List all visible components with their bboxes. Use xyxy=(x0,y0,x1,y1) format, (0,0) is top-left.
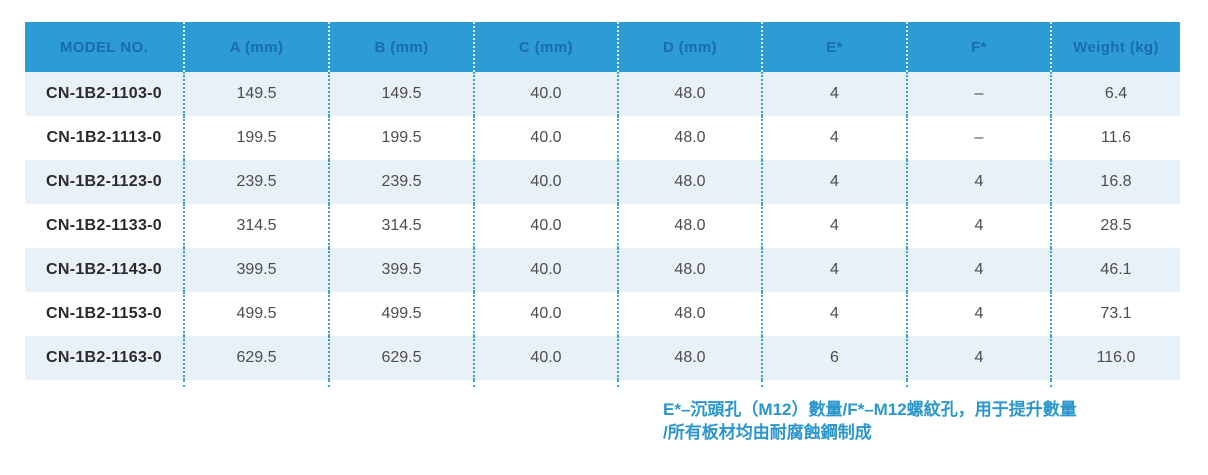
c-cell: 40.0 xyxy=(473,116,618,160)
table-body: CN-1B2-1103-0 149.5 149.5 40.0 48.0 4 – … xyxy=(25,72,1180,380)
d-cell: 48.0 xyxy=(617,116,762,160)
c-cell: 40.0 xyxy=(473,248,618,292)
d-cell: 48.0 xyxy=(617,204,762,248)
column-header-d: D (mm) xyxy=(617,22,762,72)
table-row: CN-1B2-1133-0 314.5 314.5 40.0 48.0 4 4 … xyxy=(25,204,1180,248)
c-cell: 40.0 xyxy=(473,204,618,248)
column-header-e: E* xyxy=(761,22,907,72)
f-cell: – xyxy=(906,72,1051,116)
b-cell: 239.5 xyxy=(328,160,474,204)
table-tail xyxy=(25,380,1180,387)
weight-cell: 73.1 xyxy=(1050,292,1180,336)
spec-table: MODEL NO. A (mm) B (mm) C (mm) D (mm) E*… xyxy=(25,22,1180,387)
table-row: CN-1B2-1123-0 239.5 239.5 40.0 48.0 4 4 … xyxy=(25,160,1180,204)
a-cell: 399.5 xyxy=(183,248,329,292)
c-cell: 40.0 xyxy=(473,336,618,380)
weight-cell: 28.5 xyxy=(1050,204,1180,248)
a-cell: 499.5 xyxy=(183,292,329,336)
f-cell: 4 xyxy=(906,160,1051,204)
table-row: CN-1B2-1103-0 149.5 149.5 40.0 48.0 4 – … xyxy=(25,72,1180,116)
model-cell: CN-1B2-1143-0 xyxy=(25,248,184,292)
b-cell: 399.5 xyxy=(328,248,474,292)
b-cell: 199.5 xyxy=(328,116,474,160)
f-cell: 4 xyxy=(906,204,1051,248)
footnote-line2: /所有板材均由耐腐蝕鋼制成 xyxy=(663,423,872,442)
c-cell: 40.0 xyxy=(473,292,618,336)
a-cell: 149.5 xyxy=(183,72,329,116)
column-header-a: A (mm) xyxy=(183,22,329,72)
model-cell: CN-1B2-1153-0 xyxy=(25,292,184,336)
weight-cell: 11.6 xyxy=(1050,116,1180,160)
d-cell: 48.0 xyxy=(617,248,762,292)
d-cell: 48.0 xyxy=(617,160,762,204)
b-cell: 149.5 xyxy=(328,72,474,116)
weight-cell: 16.8 xyxy=(1050,160,1180,204)
c-cell: 40.0 xyxy=(473,160,618,204)
footnote-e-text: –沉頭孔（M12）數量/ xyxy=(680,400,848,419)
model-cell: CN-1B2-1103-0 xyxy=(25,72,184,116)
footnote-f-label: F* xyxy=(847,400,865,419)
a-cell: 629.5 xyxy=(183,336,329,380)
e-cell: 4 xyxy=(761,72,907,116)
table-row: CN-1B2-1113-0 199.5 199.5 40.0 48.0 4 – … xyxy=(25,116,1180,160)
model-cell: CN-1B2-1163-0 xyxy=(25,336,184,380)
footnote: E*–沉頭孔（M12）數量/F*–M12螺紋孔，用于提升數量 /所有板材均由耐腐… xyxy=(663,398,1183,444)
table-row: CN-1B2-1143-0 399.5 399.5 40.0 48.0 4 4 … xyxy=(25,248,1180,292)
f-cell: 4 xyxy=(906,248,1051,292)
dotted-tail-row xyxy=(25,380,1180,387)
e-cell: 4 xyxy=(761,248,907,292)
model-cell: CN-1B2-1123-0 xyxy=(25,160,184,204)
footnote-e-label: E* xyxy=(663,400,681,419)
weight-cell: 6.4 xyxy=(1050,72,1180,116)
a-cell: 314.5 xyxy=(183,204,329,248)
table-row: CN-1B2-1163-0 629.5 629.5 40.0 48.0 6 4 … xyxy=(25,336,1180,380)
f-cell: 4 xyxy=(906,292,1051,336)
spec-table-container: MODEL NO. A (mm) B (mm) C (mm) D (mm) E*… xyxy=(25,22,1180,387)
weight-cell: 46.1 xyxy=(1050,248,1180,292)
a-cell: 239.5 xyxy=(183,160,329,204)
e-cell: 4 xyxy=(761,204,907,248)
column-header-f: F* xyxy=(906,22,1051,72)
a-cell: 199.5 xyxy=(183,116,329,160)
footnote-f-text: –M12螺紋孔，用于提升數量 xyxy=(864,400,1077,419)
table-row: CN-1B2-1153-0 499.5 499.5 40.0 48.0 4 4 … xyxy=(25,292,1180,336)
b-cell: 314.5 xyxy=(328,204,474,248)
f-cell: 4 xyxy=(906,336,1051,380)
b-cell: 499.5 xyxy=(328,292,474,336)
d-cell: 48.0 xyxy=(617,336,762,380)
column-header-weight: Weight (kg) xyxy=(1050,22,1180,72)
d-cell: 48.0 xyxy=(617,72,762,116)
model-cell: CN-1B2-1113-0 xyxy=(25,116,184,160)
e-cell: 6 xyxy=(761,336,907,380)
header-row: MODEL NO. A (mm) B (mm) C (mm) D (mm) E*… xyxy=(25,22,1180,72)
b-cell: 629.5 xyxy=(328,336,474,380)
e-cell: 4 xyxy=(761,116,907,160)
weight-cell: 116.0 xyxy=(1050,336,1180,380)
column-header-c: C (mm) xyxy=(473,22,618,72)
column-header-model: MODEL NO. xyxy=(25,22,184,72)
column-header-b: B (mm) xyxy=(328,22,474,72)
c-cell: 40.0 xyxy=(473,72,618,116)
e-cell: 4 xyxy=(761,160,907,204)
e-cell: 4 xyxy=(761,292,907,336)
d-cell: 48.0 xyxy=(617,292,762,336)
table-header: MODEL NO. A (mm) B (mm) C (mm) D (mm) E*… xyxy=(25,22,1180,72)
model-cell: CN-1B2-1133-0 xyxy=(25,204,184,248)
f-cell: – xyxy=(906,116,1051,160)
